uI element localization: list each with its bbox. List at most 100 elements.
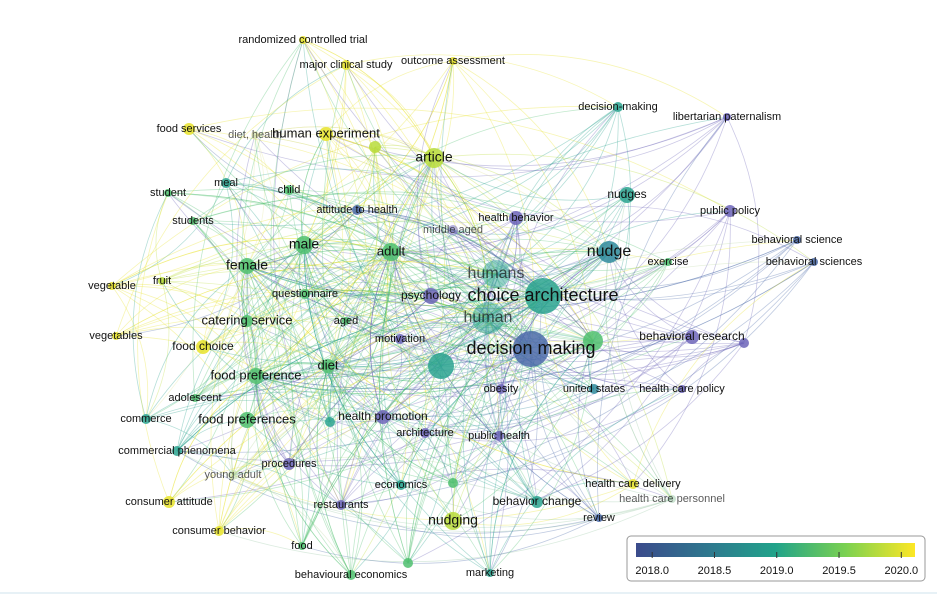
edge <box>382 388 595 427</box>
edge <box>340 340 594 506</box>
edge <box>515 205 815 263</box>
edge <box>418 157 435 297</box>
edge <box>176 295 544 452</box>
edge <box>329 251 392 423</box>
edge <box>345 320 401 340</box>
edge <box>288 189 454 484</box>
node: food services <box>157 123 222 135</box>
node: psychology <box>401 288 461 304</box>
edge <box>145 391 500 437</box>
node-bubble <box>241 315 253 327</box>
edge <box>111 283 248 322</box>
edge <box>394 157 435 340</box>
edge <box>452 251 610 484</box>
node: motivation <box>375 333 425 345</box>
edge <box>255 340 594 395</box>
edge <box>681 342 745 390</box>
edge <box>416 60 454 297</box>
node-bubble <box>369 141 381 153</box>
edge <box>301 365 336 547</box>
edge <box>246 265 745 363</box>
node-bubble <box>319 127 333 141</box>
node-label: restaurants <box>313 499 369 511</box>
edge <box>202 182 234 348</box>
edge <box>288 377 683 465</box>
colorbar-gradient <box>636 543 915 557</box>
node-label: diet <box>318 357 339 372</box>
node-bubble <box>628 479 638 489</box>
edge <box>303 244 538 503</box>
edge <box>302 39 693 338</box>
edge <box>241 39 304 377</box>
edge <box>254 126 435 159</box>
edge <box>325 133 392 253</box>
edge <box>246 265 538 503</box>
node-bubble <box>723 113 731 121</box>
edge <box>530 348 600 519</box>
edge <box>539 295 600 519</box>
edge <box>145 251 392 420</box>
node-bubble <box>494 431 504 441</box>
node: decision-making <box>578 101 657 113</box>
node-bubble <box>685 330 699 344</box>
edge <box>115 290 594 342</box>
node-label: behavioural economics <box>295 569 408 581</box>
node: nudges <box>607 187 647 203</box>
edge <box>390 251 600 519</box>
edge <box>246 116 728 269</box>
node: diet <box>318 357 339 373</box>
edge <box>345 64 395 253</box>
edge <box>407 295 544 564</box>
edge <box>145 280 170 420</box>
node: health promotion <box>338 409 428 424</box>
node-label: fruit <box>153 275 171 287</box>
node-label: behavioral research <box>639 329 744 343</box>
node: student <box>150 187 186 199</box>
node-label: commercial phenomena <box>118 445 236 457</box>
edge <box>167 192 331 423</box>
edge <box>303 217 517 256</box>
node-bubble <box>283 458 295 470</box>
edge <box>407 251 610 564</box>
edge <box>374 146 693 338</box>
edge <box>115 265 248 337</box>
node-label: major clinical study <box>300 59 393 71</box>
edge <box>327 251 610 367</box>
node-label: food services <box>157 123 222 135</box>
edge <box>288 317 489 465</box>
edge <box>483 348 532 574</box>
edge <box>176 116 728 452</box>
edge <box>230 375 257 476</box>
edge <box>303 244 454 484</box>
edge <box>194 157 435 399</box>
edge <box>111 60 454 287</box>
edge <box>433 116 728 171</box>
edge <box>145 265 248 420</box>
edge <box>232 474 352 576</box>
edge <box>272 244 305 547</box>
node-label: students <box>172 215 214 227</box>
edge <box>246 265 329 367</box>
edge <box>255 372 500 437</box>
edge <box>316 365 352 576</box>
edge <box>303 244 347 322</box>
edge <box>176 251 392 452</box>
edge <box>176 295 544 452</box>
edge <box>176 365 329 452</box>
edge <box>304 290 532 350</box>
edge <box>303 244 401 340</box>
node-bubble <box>444 512 462 530</box>
node: public policy <box>700 205 760 217</box>
edge <box>356 209 544 297</box>
node: human <box>464 302 512 334</box>
edge <box>452 217 521 484</box>
edge <box>288 251 392 465</box>
edge <box>232 251 392 476</box>
edge <box>255 295 544 380</box>
edge <box>350 273 497 576</box>
edge <box>236 134 290 465</box>
node-label: behavioral sciences <box>766 256 863 268</box>
edge <box>218 251 392 532</box>
edge <box>225 182 502 390</box>
node-bubble <box>668 495 676 503</box>
